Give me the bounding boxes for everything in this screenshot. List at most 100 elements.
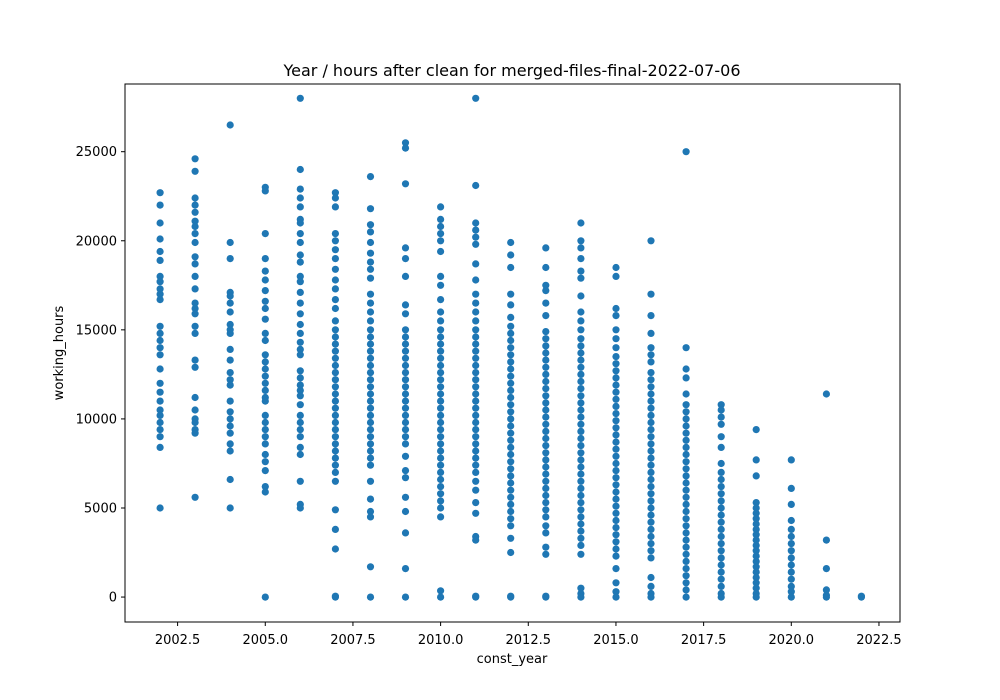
data-point xyxy=(507,379,515,387)
data-point xyxy=(752,531,760,539)
data-point xyxy=(682,479,690,487)
data-point xyxy=(401,340,410,348)
data-point xyxy=(647,237,655,245)
data-point xyxy=(682,344,690,352)
data-point xyxy=(261,297,269,305)
data-point xyxy=(682,565,690,573)
data-point xyxy=(366,347,375,355)
data-point xyxy=(296,251,304,259)
data-point xyxy=(261,267,269,275)
data-point xyxy=(261,458,269,466)
data-point xyxy=(191,208,199,216)
data-point xyxy=(331,333,339,341)
data-point xyxy=(191,238,199,247)
data-point xyxy=(542,593,550,601)
data-point xyxy=(752,426,760,434)
data-point xyxy=(507,351,515,359)
data-point xyxy=(717,406,725,414)
data-point xyxy=(542,413,550,421)
data-point xyxy=(437,454,445,462)
data-point xyxy=(366,507,375,516)
x-tick-label: 2017.5 xyxy=(681,633,727,648)
data-point xyxy=(296,443,304,451)
data-point xyxy=(507,534,515,542)
data-point xyxy=(156,411,164,419)
data-point xyxy=(507,429,515,437)
data-point xyxy=(717,504,725,512)
data-point xyxy=(647,418,655,427)
data-point xyxy=(191,429,199,437)
data-point xyxy=(437,390,445,398)
data-point xyxy=(577,484,585,492)
data-point xyxy=(577,413,585,421)
data-point xyxy=(612,552,620,560)
data-point xyxy=(717,459,725,468)
data-point xyxy=(156,379,164,387)
data-point xyxy=(156,336,164,345)
data-point xyxy=(401,397,410,405)
data-point xyxy=(752,568,760,576)
data-point xyxy=(472,226,480,234)
data-point xyxy=(437,468,445,476)
data-point xyxy=(682,486,690,494)
data-point xyxy=(472,369,480,377)
data-point xyxy=(191,253,199,261)
data-point xyxy=(717,554,725,562)
data-point xyxy=(577,406,585,414)
data-point xyxy=(472,433,480,441)
data-point xyxy=(437,354,445,362)
data-point xyxy=(261,450,269,459)
data-point xyxy=(542,392,550,400)
data-point xyxy=(366,426,375,434)
data-point xyxy=(401,507,410,516)
data-point xyxy=(472,509,480,517)
data-point xyxy=(647,358,655,366)
data-point xyxy=(331,285,339,293)
data-point xyxy=(296,504,304,512)
data-point xyxy=(191,167,199,175)
data-point xyxy=(401,180,410,188)
data-point xyxy=(366,593,375,601)
data-point xyxy=(682,422,690,430)
data-point xyxy=(331,340,339,348)
data-point xyxy=(401,310,410,318)
y-tick-label: 25000 xyxy=(76,145,117,160)
data-point xyxy=(472,499,480,507)
data-point xyxy=(261,483,269,491)
data-point xyxy=(612,516,620,525)
data-point xyxy=(296,258,304,266)
data-point xyxy=(296,392,304,400)
data-point xyxy=(612,579,620,587)
data-point xyxy=(542,550,550,558)
data-point xyxy=(542,406,550,414)
data-point xyxy=(401,376,410,384)
data-point xyxy=(226,329,234,337)
data-point xyxy=(261,329,269,337)
data-point xyxy=(366,418,375,427)
data-point xyxy=(156,443,164,451)
data-point xyxy=(401,440,410,448)
data-point xyxy=(331,506,339,514)
data-point xyxy=(401,529,410,537)
data-point xyxy=(296,278,304,286)
data-point xyxy=(331,194,339,202)
data-point xyxy=(366,495,375,503)
data-point xyxy=(542,499,550,507)
data-point xyxy=(331,369,339,377)
data-point xyxy=(156,388,164,396)
data-point xyxy=(472,361,480,370)
data-point xyxy=(226,308,234,316)
data-point xyxy=(472,299,480,307)
data-point xyxy=(261,315,269,323)
data-point xyxy=(647,390,655,398)
data-point xyxy=(682,572,690,580)
data-point xyxy=(261,418,269,427)
data-point xyxy=(261,187,269,195)
data-point xyxy=(682,593,690,601)
data-point xyxy=(717,468,725,476)
data-point xyxy=(261,336,269,345)
data-point xyxy=(577,399,585,407)
data-point xyxy=(612,381,620,389)
data-point xyxy=(577,506,585,514)
data-point xyxy=(296,238,304,247)
